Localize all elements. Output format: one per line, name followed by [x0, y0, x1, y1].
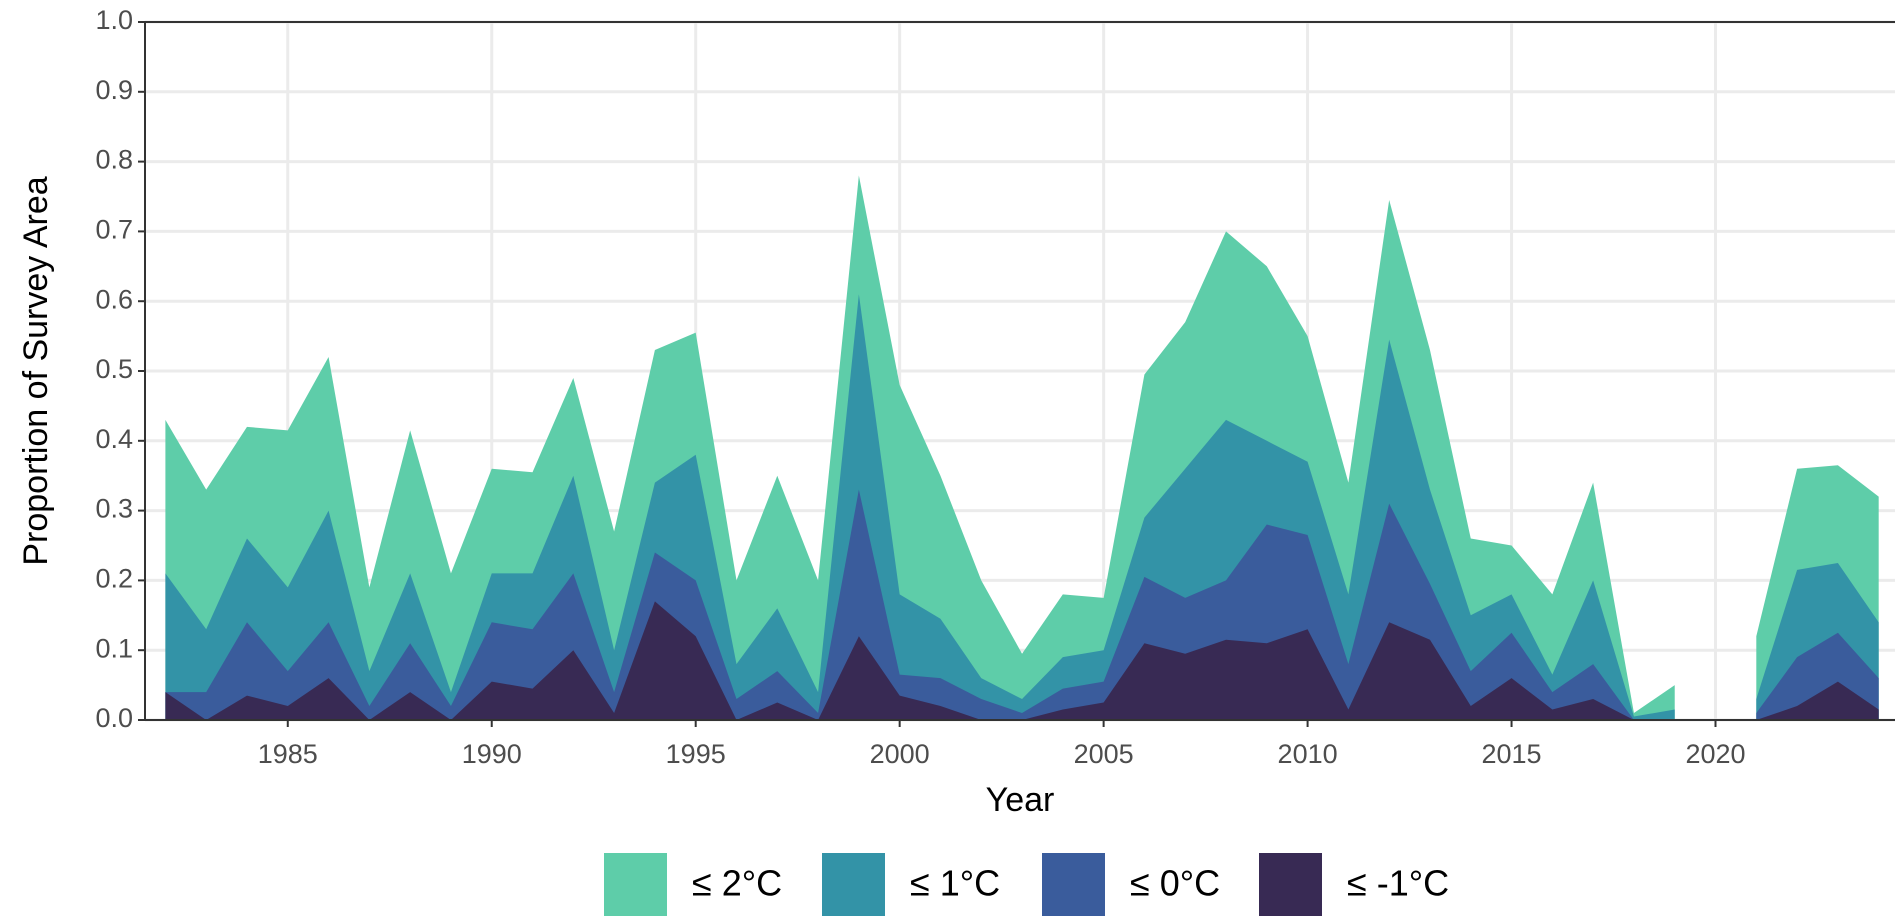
- legend-label: ≤ 2°C: [692, 863, 782, 904]
- area: [165, 601, 1879, 720]
- x-tick-label: 1990: [462, 739, 522, 769]
- x-tick-label: 2010: [1278, 739, 1338, 769]
- y-tick-label: 0.7: [95, 215, 133, 245]
- y-tick-label: 0.0: [95, 703, 133, 733]
- y-tick-label: 0.4: [95, 424, 133, 454]
- legend-label: ≤ 0°C: [1130, 863, 1220, 904]
- y-tick-label: 0.9: [95, 75, 133, 105]
- y-tick-label: 0.2: [95, 564, 133, 594]
- legend-key: [1259, 853, 1322, 916]
- area: [165, 294, 1879, 720]
- x-tick-label: 2015: [1482, 739, 1542, 769]
- y-tick-label: 0.5: [95, 354, 133, 384]
- y-tick-label: 0.6: [95, 284, 133, 314]
- legend-key: [604, 853, 667, 916]
- y-tick-label: 0.1: [95, 633, 133, 663]
- legend-label: ≤ -1°C: [1347, 863, 1449, 904]
- x-axis-title: Year: [986, 781, 1055, 819]
- legend-key: [1042, 853, 1105, 916]
- y-axis-title: Proportion of Survey Area: [17, 176, 55, 565]
- area: [165, 489, 1879, 720]
- x-tick-label: 1985: [258, 739, 318, 769]
- x-tick-label: 1995: [666, 739, 726, 769]
- legend-label: ≤ 1°C: [910, 863, 1000, 904]
- y-tick-label: 0.8: [95, 145, 133, 175]
- x-tick-label: 2020: [1685, 739, 1745, 769]
- x-tick-label: 2000: [870, 739, 930, 769]
- legend-key: [822, 853, 885, 916]
- y-tick-label: 1.0: [95, 5, 133, 35]
- y-tick-label: 0.3: [95, 494, 133, 524]
- x-tick-label: 2005: [1074, 739, 1134, 769]
